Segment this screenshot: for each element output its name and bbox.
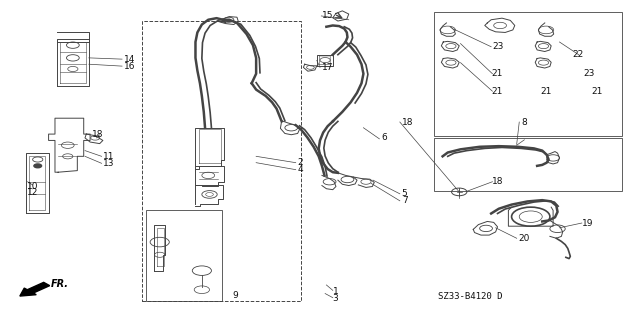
Text: 6: 6 — [381, 133, 387, 142]
Text: 5: 5 — [402, 189, 408, 198]
Text: 21: 21 — [491, 69, 502, 78]
Text: 12: 12 — [27, 188, 38, 197]
Text: 20: 20 — [518, 234, 529, 243]
Text: 17: 17 — [322, 63, 333, 72]
Text: 15: 15 — [322, 11, 333, 20]
Text: 11: 11 — [103, 152, 115, 161]
Text: 3: 3 — [333, 294, 339, 303]
Bar — [143, 21, 301, 301]
Text: 10: 10 — [27, 182, 38, 191]
Text: 4: 4 — [298, 165, 303, 174]
Text: 22: 22 — [572, 50, 584, 59]
Bar — [434, 12, 622, 136]
Bar — [434, 138, 622, 191]
Text: 23: 23 — [583, 69, 595, 78]
Text: 2: 2 — [298, 158, 303, 167]
Text: 8: 8 — [521, 117, 527, 127]
Text: 21: 21 — [540, 87, 552, 96]
Text: 23: 23 — [492, 42, 504, 51]
Text: 18: 18 — [92, 130, 104, 139]
Text: 21: 21 — [491, 87, 502, 96]
FancyArrow shape — [20, 282, 50, 296]
Text: 18: 18 — [402, 117, 413, 127]
Text: 16: 16 — [124, 62, 136, 70]
Text: SZ33-B4120 D: SZ33-B4120 D — [438, 292, 502, 301]
Text: 7: 7 — [402, 196, 408, 205]
Text: 14: 14 — [124, 55, 135, 63]
Bar — [147, 210, 221, 301]
Text: 18: 18 — [492, 177, 504, 186]
Text: 19: 19 — [582, 219, 593, 228]
Circle shape — [34, 164, 42, 168]
Text: 9: 9 — [233, 291, 239, 300]
Text: FR.: FR. — [51, 279, 68, 289]
Text: 1: 1 — [333, 287, 339, 296]
Text: 21: 21 — [591, 87, 603, 96]
Text: 13: 13 — [103, 159, 115, 168]
